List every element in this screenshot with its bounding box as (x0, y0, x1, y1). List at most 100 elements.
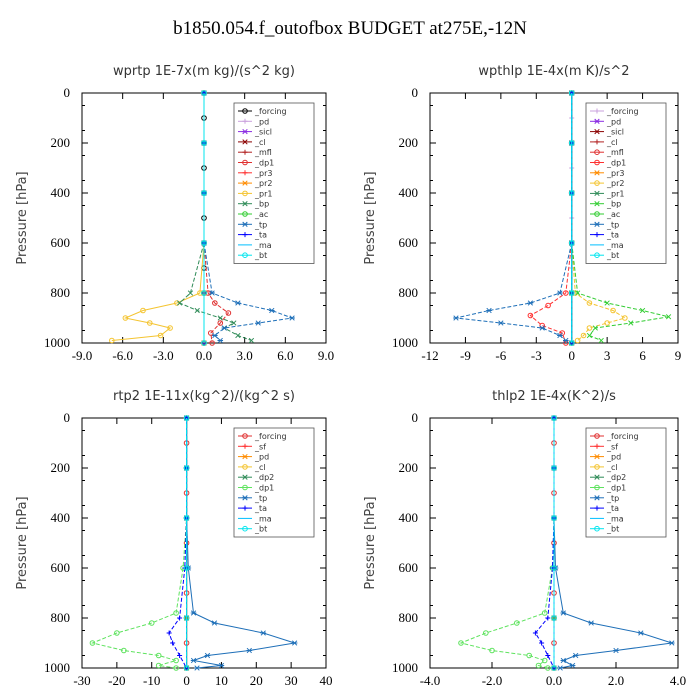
x-tick-label: 9 (675, 348, 682, 363)
data-point (183, 465, 190, 471)
legend-label: _pd (606, 117, 621, 126)
data-point (498, 320, 504, 326)
data-point (514, 620, 520, 626)
data-point (221, 325, 228, 331)
legend-marker (594, 505, 600, 511)
y-tick-label: 800 (399, 285, 419, 300)
x-tick-label: -9.0 (72, 348, 93, 363)
legend-label: _cl (606, 138, 618, 147)
data-point (89, 640, 96, 646)
x-tick-label: -12 (421, 348, 438, 363)
legend-marker (242, 190, 248, 197)
data-point (183, 615, 190, 621)
data-point (248, 337, 255, 344)
data-point (545, 615, 551, 621)
y-tick-label: 600 (399, 560, 419, 575)
plot-frame (429, 92, 679, 344)
data-point (177, 615, 183, 621)
data-point (121, 647, 127, 654)
legend-box (233, 427, 315, 538)
data-point (604, 320, 610, 326)
legend-marker (242, 170, 248, 176)
y-tick-label: 200 (51, 460, 71, 475)
legend-label: _ac (606, 210, 620, 219)
data-point (563, 290, 569, 296)
legend-marker (242, 464, 248, 470)
legend-marker (242, 128, 248, 135)
legend-label: _tp (254, 220, 267, 229)
legend-marker (594, 211, 600, 217)
legend-label: _dp1 (606, 484, 626, 493)
legend-label: _forcing (606, 107, 639, 116)
x-tick-label: -10 (143, 673, 160, 688)
legend-label: _ma (254, 514, 272, 523)
data-point (527, 300, 534, 306)
data-point (201, 90, 207, 96)
data-point (183, 665, 190, 671)
data-point (486, 307, 492, 314)
x-tick-label: 3 (604, 348, 611, 363)
legend-marker (594, 252, 600, 258)
legend-label: _cl (606, 463, 618, 472)
x-tick-label: -4.0 (420, 673, 441, 688)
data-point (483, 630, 489, 636)
legend-marker (242, 232, 248, 238)
data-point (201, 190, 207, 196)
data-point (201, 140, 207, 146)
data-point (639, 307, 646, 314)
data-point (551, 665, 557, 671)
data-point (155, 652, 162, 659)
legend-label: _tp (254, 494, 267, 503)
data-point (291, 640, 298, 646)
y-tick-label: 1000 (392, 335, 418, 350)
legend-marker (242, 180, 248, 186)
series-line-dp1 (203, 93, 230, 344)
data-point (218, 662, 225, 669)
x-tick-label: 6 (639, 348, 646, 363)
x-tick-label: 4.0 (670, 673, 686, 688)
data-point (167, 325, 173, 331)
y-tick-label: 400 (399, 185, 419, 200)
data-point (217, 337, 224, 344)
data-point (598, 337, 604, 344)
series-line-tp (455, 93, 573, 341)
legend-marker (242, 505, 248, 511)
legend-label: _sf (606, 442, 618, 451)
y-tick-label: 600 (51, 560, 71, 575)
legend-label: _forcing (254, 107, 287, 116)
y-tick-label: 200 (399, 135, 419, 150)
data-point (190, 657, 197, 664)
legend-marker (594, 221, 600, 227)
data-point (114, 630, 120, 636)
legend-marker (594, 453, 600, 460)
data-point (235, 332, 241, 339)
legend-marker (242, 443, 248, 449)
legend-marker (242, 525, 248, 532)
series-line-pr1 (111, 93, 205, 341)
legend-label: _sicl (606, 128, 624, 137)
legend-label: _pd (254, 453, 269, 462)
legend-label: _tp (606, 220, 619, 229)
legend-label: _ma (606, 241, 624, 250)
data-point (217, 315, 223, 321)
data-point (209, 340, 215, 346)
data-point (638, 630, 644, 636)
y-axis-label: Pressure [hPa] (363, 171, 378, 264)
data-point (613, 647, 619, 654)
legend-label: _dp2 (254, 473, 274, 482)
data-point (588, 620, 594, 626)
legend-label: _tp (606, 494, 619, 503)
x-tick-label: 3.0 (237, 348, 253, 363)
legend-label: _pd (254, 117, 269, 126)
data-point (122, 315, 129, 321)
legend-label: _mfl (254, 148, 272, 157)
x-tick-label: 0 (183, 673, 190, 688)
legend-marker (242, 474, 248, 480)
y-tick-label: 400 (51, 510, 71, 525)
legend-label: _bt (254, 525, 267, 534)
data-point (289, 315, 295, 321)
panel-title: thlp2 1E-4x(K^2)/s (492, 389, 616, 404)
x-tick-label: 9.0 (318, 348, 334, 363)
data-point (551, 415, 557, 421)
series-line-dp1 (459, 418, 555, 669)
